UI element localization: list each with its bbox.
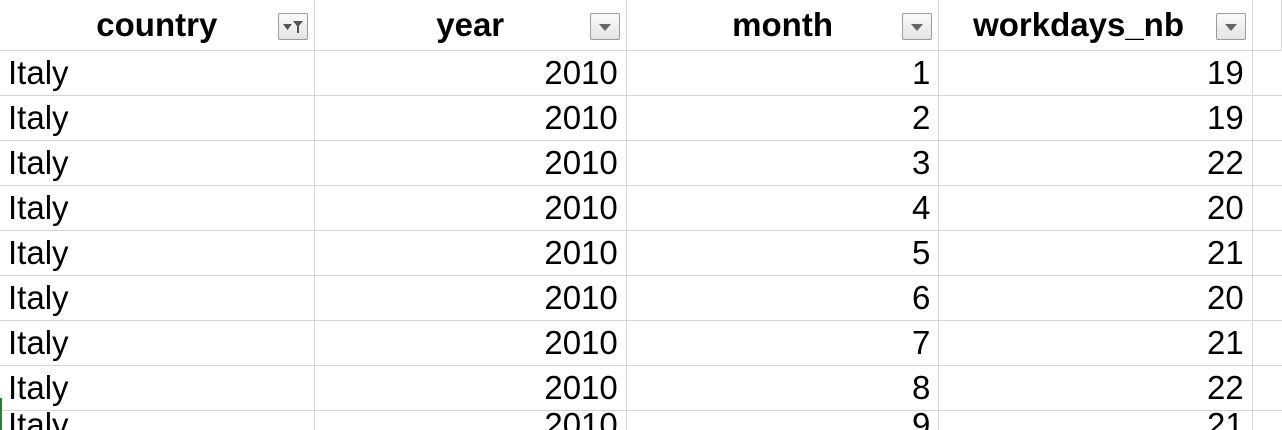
cell-country[interactable]: Italy [0,230,315,276]
cell-year[interactable]: 2010 [314,185,627,231]
table-row: Italy 2010 9 21 [0,410,1282,430]
header-cell-year[interactable]: year [314,0,627,51]
empty-header-cell[interactable] [1252,0,1282,51]
empty-cell[interactable] [1252,185,1282,231]
column-header-label: workdays_nb [973,6,1184,43]
filter-button-workdays-nb[interactable] [1215,13,1246,40]
cell-workdays-nb[interactable]: 22 [938,365,1253,411]
cell-workdays-nb[interactable]: 21 [938,230,1253,276]
header-cell-month[interactable]: month [626,0,940,51]
cell-country[interactable]: Italy [0,410,315,430]
filter-button-year[interactable] [589,13,620,40]
empty-cell[interactable] [1252,140,1282,186]
cell-month[interactable]: 6 [626,275,940,321]
table-row: Italy 2010 4 20 [0,185,1282,231]
table-row: Italy 2010 2 19 [0,95,1282,141]
table-row: Italy 2010 7 21 [0,320,1282,366]
cell-country[interactable]: Italy [0,50,315,96]
cell-workdays-nb[interactable]: 21 [938,410,1253,430]
cell-month[interactable]: 5 [626,230,940,276]
empty-cell[interactable] [1252,365,1282,411]
cell-year[interactable]: 2010 [314,275,627,321]
header-row: country year [0,0,1282,51]
cell-country[interactable]: Italy [0,365,315,411]
cell-workdays-nb[interactable]: 19 [938,95,1253,141]
cell-month[interactable]: 4 [626,185,940,231]
cell-workdays-nb[interactable]: 21 [938,320,1253,366]
column-header-label: country [96,6,218,43]
cell-country[interactable]: Italy [0,140,315,186]
cell-country[interactable]: Italy [0,275,315,321]
cell-year[interactable]: 2010 [314,95,627,141]
empty-cell[interactable] [1252,275,1282,321]
dropdown-arrow-icon [911,23,924,31]
cell-year[interactable]: 2010 [314,230,627,276]
table-row: Italy 2010 8 22 [0,365,1282,411]
cell-month[interactable]: 7 [626,320,940,366]
cell-workdays-nb[interactable]: 20 [938,275,1253,321]
cell-country[interactable]: Italy [0,185,315,231]
cell-workdays-nb[interactable]: 22 [938,140,1253,186]
table-row: Italy 2010 3 22 [0,140,1282,186]
header-cell-country[interactable]: country [0,0,315,51]
empty-cell[interactable] [1252,95,1282,141]
table-row: Italy 2010 5 21 [0,230,1282,276]
funnel-filter-icon [282,20,303,33]
table-row: Italy 2010 1 19 [0,50,1282,96]
header-cell-workdays-nb[interactable]: workdays_nb [938,0,1253,51]
cell-workdays-nb[interactable]: 19 [938,50,1253,96]
cell-month[interactable]: 9 [626,410,940,430]
column-header-label: month [732,6,833,43]
cell-year[interactable]: 2010 [314,50,627,96]
empty-cell[interactable] [1252,320,1282,366]
empty-cell[interactable] [1252,50,1282,96]
dropdown-arrow-icon [1224,23,1237,31]
cell-month[interactable]: 2 [626,95,940,141]
cell-month[interactable]: 3 [626,140,940,186]
empty-cell[interactable] [1252,410,1282,430]
cell-year[interactable]: 2010 [314,140,627,186]
row-selection-marker [0,398,2,430]
cell-year[interactable]: 2010 [314,410,627,430]
table-row: Italy 2010 6 20 [0,275,1282,321]
cell-workdays-nb[interactable]: 20 [938,185,1253,231]
cell-country[interactable]: Italy [0,95,315,141]
filter-button-month[interactable] [902,13,933,40]
cell-month[interactable]: 1 [626,50,940,96]
empty-cell[interactable] [1252,230,1282,276]
cell-year[interactable]: 2010 [314,320,627,366]
cell-year[interactable]: 2010 [314,365,627,411]
cell-month[interactable]: 8 [626,365,940,411]
filter-button-country[interactable] [277,13,308,40]
column-header-label: year [436,6,505,43]
cell-country[interactable]: Italy [0,320,315,366]
dropdown-arrow-icon [598,23,611,31]
